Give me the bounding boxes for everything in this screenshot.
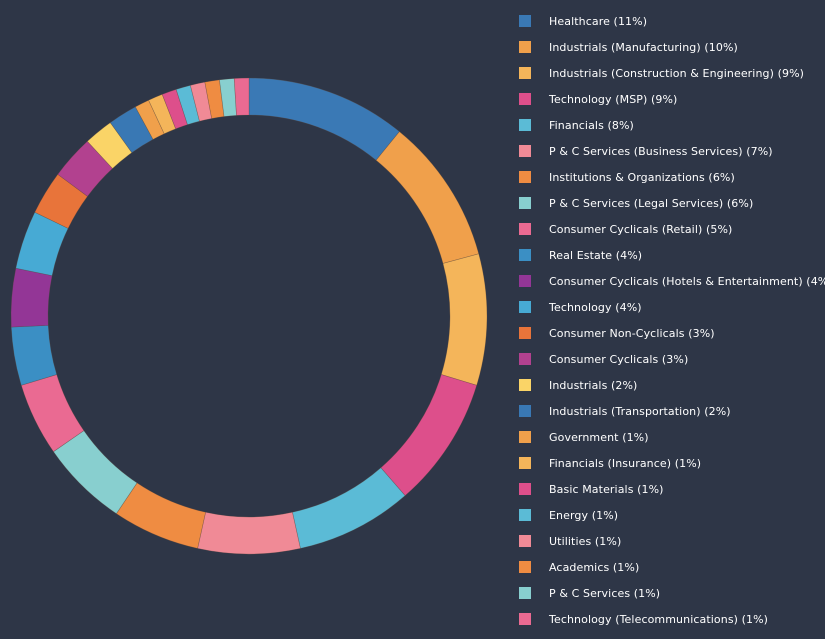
legend: Healthcare (11%) Industrials (Manufacturi… — [519, 8, 825, 632]
legend-item[interactable]: P & C Services (Business Services) (7%) — [519, 138, 825, 164]
legend-item[interactable]: P & C Services (Legal Services) (6%) — [519, 190, 825, 216]
legend-label: P & C Services (1%) — [549, 586, 661, 600]
legend-swatch — [519, 93, 531, 105]
legend-label: Industrials (Construction & Engineering)… — [549, 66, 805, 80]
legend-label: Real Estate (4%) — [549, 248, 643, 262]
legend-label: Consumer Cyclicals (Hotels & Entertainme… — [549, 274, 825, 288]
legend-swatch — [519, 145, 531, 157]
legend-swatch — [519, 561, 531, 573]
legend-label: Industrials (Manufacturing) (10%) — [549, 40, 738, 54]
legend-swatch — [519, 509, 531, 521]
legend-swatch — [519, 41, 531, 53]
donut-slice-7[interactable]: P & C Services (Legal Services) (6%) — [53, 430, 138, 515]
donut-slice-22[interactable]: P & C Services (1%) — [219, 78, 237, 117]
legend-swatch — [519, 587, 531, 599]
legend-swatch — [519, 197, 531, 209]
legend-swatch — [519, 613, 531, 625]
donut-slice-15[interactable]: Industrials (Transportation) (2%) — [109, 106, 154, 154]
legend-label: Utilities (1%) — [549, 534, 622, 548]
legend-item[interactable]: Consumer Cyclicals (3%) — [519, 346, 825, 372]
legend-swatch — [519, 483, 531, 495]
donut-slice-5[interactable]: P & C Services (Business Services) (7%) — [197, 511, 301, 555]
legend-item[interactable]: Real Estate (4%) — [519, 242, 825, 268]
legend-swatch — [519, 223, 531, 235]
donut-slice-12[interactable]: Consumer Non-Cyclicals (3%) — [34, 173, 88, 229]
legend-swatch — [519, 275, 531, 287]
legend-swatch — [519, 171, 531, 183]
legend-label: Consumer Cyclicals (Retail) (5%) — [549, 222, 733, 236]
legend-label: Healthcare (11%) — [549, 14, 648, 28]
legend-item[interactable]: Technology (Telecommunications) (1%) — [519, 606, 825, 632]
legend-item[interactable]: Industrials (Manufacturing) (10%) — [519, 34, 825, 60]
legend-label: Industrials (Transportation) (2%) — [549, 404, 731, 418]
donut-slice-2[interactable]: Industrials (Construction & Engineering)… — [440, 253, 488, 386]
legend-item[interactable]: Financials (Insurance) (1%) — [519, 450, 825, 476]
legend-item[interactable]: Healthcare (11%) — [519, 8, 825, 34]
legend-item[interactable]: Consumer Non-Cyclicals (3%) — [519, 320, 825, 346]
legend-item[interactable]: Technology (MSP) (9%) — [519, 86, 825, 112]
legend-swatch — [519, 67, 531, 79]
donut-slice-3[interactable]: Technology (MSP) (9%) — [380, 374, 478, 497]
legend-label: Consumer Non-Cyclicals (3%) — [549, 326, 715, 340]
legend-swatch — [519, 379, 531, 391]
legend-label: Technology (4%) — [549, 300, 642, 314]
legend-label: Technology (Telecommunications) (1%) — [549, 612, 769, 626]
donut-slice-1[interactable]: Industrials (Manufacturing) (10%) — [375, 131, 480, 264]
legend-swatch — [519, 327, 531, 339]
legend-swatch — [519, 353, 531, 365]
donut-slice-0[interactable]: Healthcare (11%) — [248, 77, 400, 161]
legend-item[interactable]: Basic Materials (1%) — [519, 476, 825, 502]
legend-swatch — [519, 405, 531, 417]
legend-item[interactable]: Institutions & Organizations (6%) — [519, 164, 825, 190]
legend-swatch — [519, 457, 531, 469]
legend-label: Technology (MSP) (9%) — [549, 92, 678, 106]
legend-swatch — [519, 431, 531, 443]
legend-item[interactable]: Industrials (Construction & Engineering)… — [519, 60, 825, 86]
legend-item[interactable]: P & C Services (1%) — [519, 580, 825, 606]
legend-swatch — [519, 15, 531, 27]
donut-slice-4[interactable]: Financials (8%) — [292, 467, 406, 549]
donut-slice-23[interactable]: Technology (Telecommunications) (1%) — [233, 77, 250, 116]
legend-swatch — [519, 249, 531, 261]
legend-label: Energy (1%) — [549, 508, 619, 522]
legend-item[interactable]: Consumer Cyclicals (Retail) (5%) — [519, 216, 825, 242]
donut-slice-21[interactable]: Academics (1%) — [204, 79, 225, 119]
legend-item[interactable]: Technology (4%) — [519, 294, 825, 320]
legend-label: Financials (8%) — [549, 118, 634, 132]
legend-item[interactable]: Utilities (1%) — [519, 528, 825, 554]
legend-item[interactable]: Financials (8%) — [519, 112, 825, 138]
legend-item[interactable]: Industrials (2%) — [519, 372, 825, 398]
donut-slice-14[interactable]: Industrials (2%) — [86, 122, 133, 169]
legend-item[interactable]: Academics (1%) — [519, 554, 825, 580]
donut-slice-19[interactable]: Energy (1%) — [175, 84, 200, 126]
legend-label: Financials (Insurance) (1%) — [549, 456, 702, 470]
legend-item[interactable]: Consumer Cyclicals (Hotels & Entertainme… — [519, 268, 825, 294]
donut-slice-9[interactable]: Real Estate (4%) — [10, 325, 58, 386]
legend-label: Academics (1%) — [549, 560, 640, 574]
legend-label: P & C Services (Business Services) (7%) — [549, 144, 773, 158]
donut-slice-16[interactable]: Government (1%) — [134, 99, 165, 140]
legend-label: Government (1%) — [549, 430, 649, 444]
donut-slice-18[interactable]: Basic Materials (1%) — [161, 89, 188, 130]
legend-label: Industrials (2%) — [549, 378, 638, 392]
legend-swatch — [519, 119, 531, 131]
legend-swatch — [519, 535, 531, 547]
legend-label: Basic Materials (1%) — [549, 482, 664, 496]
donut-slice-6[interactable]: Institutions & Organizations (6%) — [115, 482, 206, 549]
legend-swatch — [519, 301, 531, 313]
legend-item[interactable]: Government (1%) — [519, 424, 825, 450]
legend-item[interactable]: Energy (1%) — [519, 502, 825, 528]
legend-label: Institutions & Organizations (6%) — [549, 170, 735, 184]
legend-item[interactable]: Industrials (Transportation) (2%) — [519, 398, 825, 424]
legend-label: Consumer Cyclicals (3%) — [549, 352, 689, 366]
donut-ring: Healthcare (11%)Industrials (Manufacturi… — [10, 77, 488, 555]
donut-slice-10[interactable]: Consumer Cyclicals (Hotels & Entertainme… — [10, 267, 53, 328]
legend-label: P & C Services (Legal Services) (6%) — [549, 196, 754, 210]
